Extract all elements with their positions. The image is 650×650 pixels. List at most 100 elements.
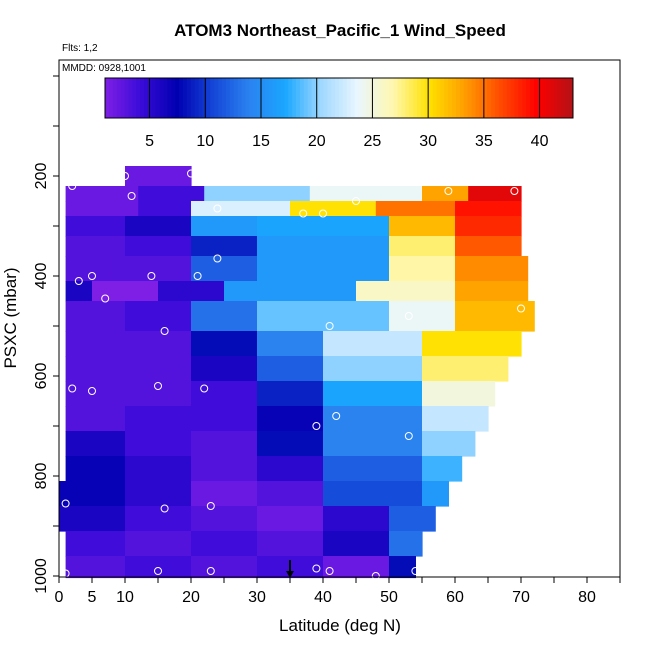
heatmap-cell <box>257 481 324 507</box>
heatmap-cell <box>455 281 529 302</box>
colorbar-swatch <box>459 78 465 118</box>
heatmap-cell <box>125 406 192 432</box>
colorbar-swatch <box>311 78 316 118</box>
heatmap-cell <box>191 256 258 282</box>
heatmap-cell <box>290 201 377 217</box>
colorbar-swatch <box>424 78 430 118</box>
colorbar-swatch <box>179 78 184 118</box>
colorbar-swatch <box>440 78 445 118</box>
x-tick-label: 40 <box>314 589 332 606</box>
colorbar-swatch <box>202 78 207 118</box>
heatmap-cell <box>257 456 324 482</box>
colorbar-swatch <box>264 78 270 118</box>
colorbar-swatch <box>514 78 519 118</box>
heatmap-cell <box>191 236 258 257</box>
heatmap-cell <box>389 256 456 282</box>
colorbar-swatch <box>557 78 562 118</box>
x-tick-label: 50 <box>380 589 398 606</box>
heatmap-cell <box>257 406 324 432</box>
heatmap-cell <box>323 481 423 507</box>
x-tick-label: 0 <box>55 589 64 606</box>
heatmap-cell <box>191 301 258 332</box>
data-point <box>187 169 195 178</box>
x-tick-label: 20 <box>182 589 200 606</box>
colorbar-swatch <box>530 78 535 118</box>
colorbar-swatch <box>136 78 141 118</box>
heatmap-cell <box>191 381 258 407</box>
heatmap-cell <box>389 556 416 579</box>
colorbar-swatch <box>144 78 149 118</box>
heatmap-cell <box>323 406 423 432</box>
data-point <box>444 187 453 195</box>
colorbar-swatch <box>218 78 223 118</box>
colorbar-swatch <box>346 78 352 118</box>
colorbar-swatch <box>436 78 441 118</box>
heatmap-cell <box>204 186 311 202</box>
data-point <box>101 294 110 303</box>
data-point <box>154 567 162 575</box>
heatmap-cell <box>323 456 423 482</box>
heatmap-cell <box>422 406 489 432</box>
colorbar-swatch <box>393 78 398 118</box>
heatmap-cell <box>125 236 192 257</box>
colorbar-swatch <box>444 78 449 118</box>
data-point <box>325 567 334 575</box>
colorbar-swatch <box>397 78 402 118</box>
heatmap-cell <box>389 531 423 557</box>
colorbar-swatch <box>222 78 227 118</box>
colorbar-swatch <box>565 78 570 118</box>
colorbar-swatch <box>483 78 488 118</box>
colorbar-swatch <box>342 78 348 118</box>
data-point <box>206 567 215 575</box>
colorbar-swatch <box>120 78 125 118</box>
heatmap-cell <box>389 506 436 532</box>
colorbar-swatch <box>159 78 164 118</box>
arrow-marker <box>286 560 294 578</box>
colorbar-tick-label: 10 <box>196 133 214 150</box>
heatmap-cell <box>65 281 93 302</box>
heatmap-cell <box>125 431 192 457</box>
heatmap-cell <box>191 531 258 557</box>
heatmap-cell <box>422 356 509 382</box>
x-tick-label: 10 <box>116 589 134 606</box>
heatmap-cell <box>125 331 192 357</box>
x-tick-label: 5 <box>88 589 97 606</box>
colorbar-swatch <box>272 78 277 118</box>
colorbar-tick-label: 25 <box>364 133 382 150</box>
colorbar-swatch <box>362 78 367 118</box>
data-point <box>404 312 413 320</box>
heatmap-cell <box>323 381 423 407</box>
heatmap-cell <box>65 381 126 407</box>
colorbar-swatch <box>249 78 254 118</box>
date-label: MMDD: 0928,1001 <box>62 63 146 74</box>
heatmap-cell <box>65 186 139 202</box>
data-point <box>74 277 83 285</box>
heatmap-cell <box>125 301 192 332</box>
colorbar-swatch <box>112 78 118 118</box>
heatmap-cell <box>65 331 126 357</box>
colorbar-swatch <box>518 78 523 118</box>
heatmap-cell <box>257 381 324 407</box>
colorbar-swatch <box>448 78 453 118</box>
colorbar-swatch <box>561 78 566 118</box>
colorbar-swatch <box>331 78 336 118</box>
colorbar-swatch <box>116 78 121 118</box>
data-point <box>404 432 413 440</box>
colorbar-swatch <box>163 78 168 118</box>
data-point <box>332 412 341 420</box>
heatmap-cell <box>191 216 258 237</box>
colorbar-swatch <box>124 78 129 118</box>
colorbar: 5 10 15 20 25 30 35 40 <box>104 77 574 150</box>
heatmap-cell <box>468 186 522 202</box>
colorbar-swatch <box>553 78 558 118</box>
colorbar-swatch <box>183 78 188 118</box>
y-tick-label: 200 <box>33 163 50 190</box>
data-point <box>510 187 519 195</box>
colorbar-swatch <box>498 78 504 118</box>
heatmap-cell <box>191 456 258 482</box>
colorbar-swatch <box>491 78 496 118</box>
heatmap-cell <box>125 531 192 557</box>
colorbar-tick-label: 15 <box>252 133 270 150</box>
colorbar-swatch <box>206 78 211 118</box>
observation-points <box>61 169 525 580</box>
